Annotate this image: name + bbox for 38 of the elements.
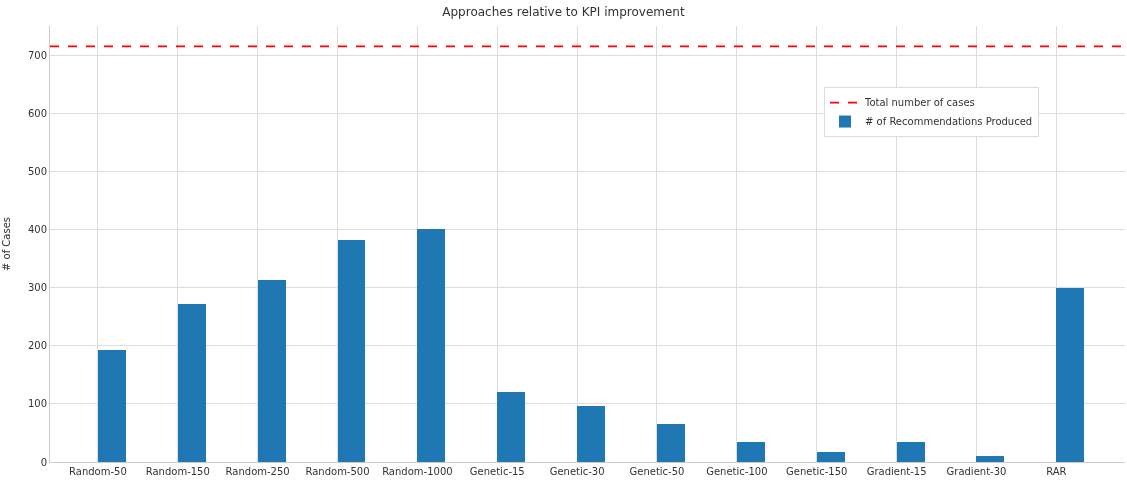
y-tick-label: 300 [27, 282, 47, 294]
y-tick-label: 100 [27, 398, 47, 410]
bar [1056, 288, 1084, 462]
x-tick-label: Random-150 [145, 466, 210, 477]
x-tick-label: Gradient-15 [866, 466, 927, 477]
chart-title: Approaches relative to KPI improvement [442, 4, 685, 19]
y-tick-label: 0 [40, 456, 47, 468]
y-tick-label: 200 [27, 340, 47, 352]
y-tick-label: 600 [27, 107, 47, 119]
bar [897, 442, 925, 462]
bar [417, 229, 445, 462]
x-tick-label: Genetic-100 [706, 466, 768, 477]
x-tick-label: Genetic-15 [469, 466, 525, 477]
y-tick-label: 500 [27, 165, 47, 177]
y-axis-title: # of Cases [0, 216, 12, 272]
x-tick-label: Genetic-150 [786, 466, 848, 477]
x-tick-label: Gradient-30 [946, 466, 1007, 477]
bar [976, 456, 1004, 462]
bar [577, 406, 605, 462]
bar [338, 240, 365, 462]
bar [817, 452, 845, 462]
bar [497, 392, 525, 462]
legend-label: Total number of cases [864, 97, 975, 109]
bar [657, 424, 685, 462]
bar [737, 442, 765, 462]
y-tick-label: 400 [27, 223, 47, 235]
legend-label: # of Recommendations Produced [865, 116, 1033, 128]
x-tick-label: Genetic-30 [549, 466, 605, 477]
x-tick-label: Random-250 [225, 466, 290, 477]
x-tick-label: Random-500 [305, 466, 370, 477]
x-tick-label: Genetic-50 [629, 466, 685, 477]
y-tick-label: 700 [27, 49, 47, 61]
bar [98, 350, 126, 462]
x-tick-label: Random-1000 [382, 466, 453, 477]
x-tick-label: RAR [1046, 466, 1067, 477]
bar [178, 304, 206, 462]
bar [258, 280, 286, 462]
x-tick-label: Random-50 [69, 466, 127, 477]
